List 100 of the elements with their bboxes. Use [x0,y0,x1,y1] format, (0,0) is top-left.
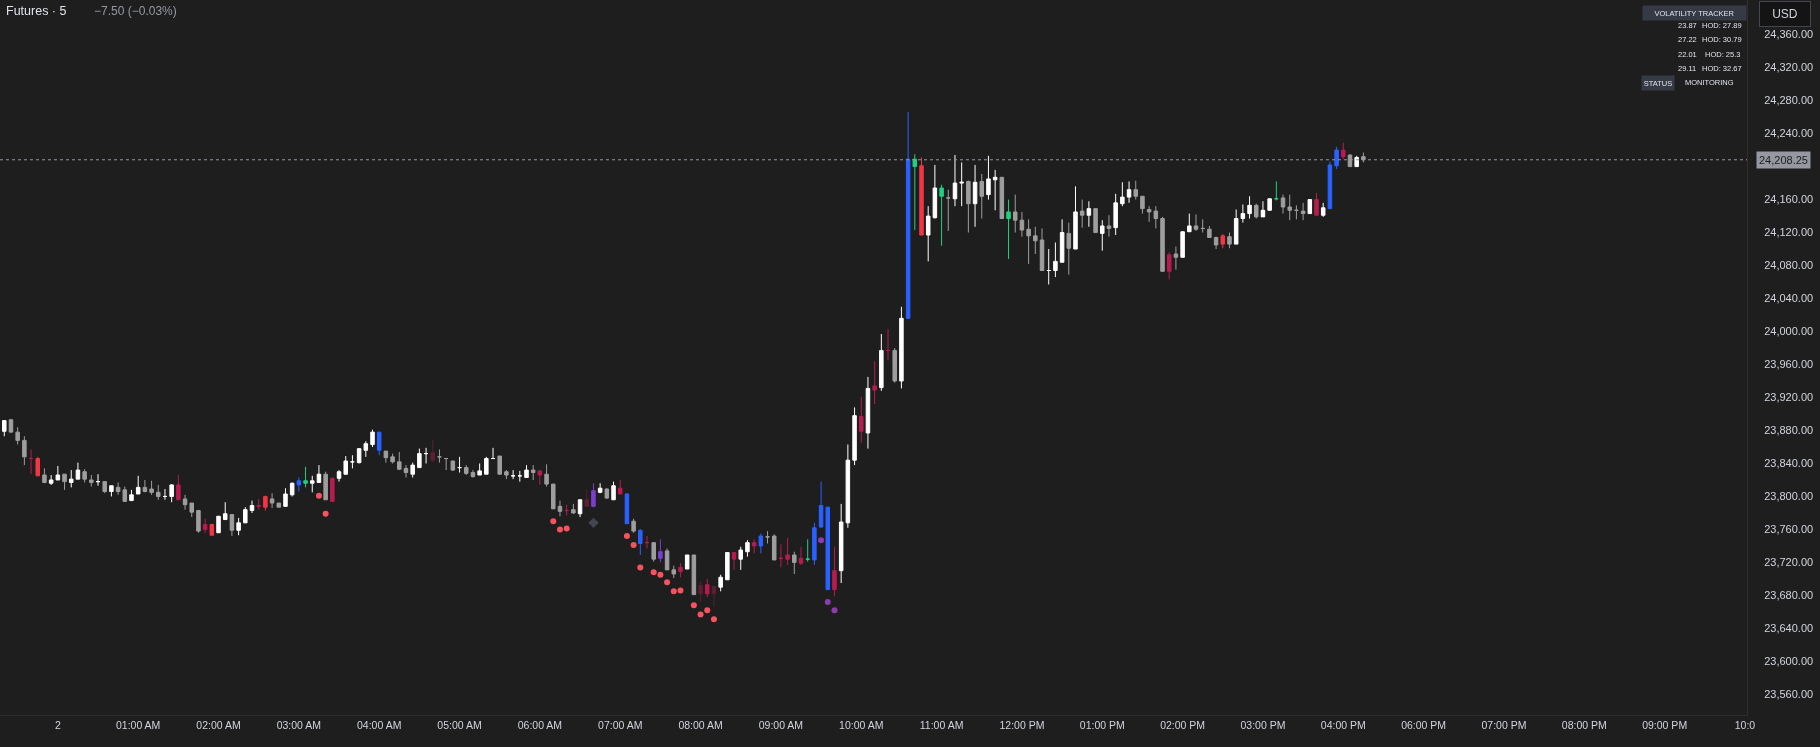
candlestick [577,499,583,518]
candlestick [1066,222,1072,276]
candlestick [1274,180,1279,201]
candlestick [129,489,134,502]
candlestick [289,481,295,497]
point [664,579,671,586]
x-tick-label: 08:00 PM [1561,718,1607,731]
candlestick [8,418,14,433]
candlestick [1126,180,1132,204]
point [704,607,711,614]
point [322,510,329,517]
candlestick [350,454,355,469]
candlestick [892,347,897,384]
x-tick-label: 01:00 PM [1079,718,1125,731]
point [637,564,644,571]
candlestick [751,538,757,554]
x-tick-label: 05:00 AM [437,718,482,731]
x-tick-label: 09:00 AM [758,718,804,731]
candlestick [1053,241,1058,278]
candlestick [1166,251,1172,281]
candlestick [1193,213,1199,232]
candlestick [1280,194,1286,215]
x-tick-label: 07:00 AM [598,718,643,731]
point [588,517,599,529]
candlestick [872,360,877,405]
candlestick [370,429,375,448]
candlestick [1314,192,1319,216]
point [630,542,637,549]
candlestick [1106,214,1112,238]
x-tick-label: 10:0 [1734,718,1756,731]
candlestick [1026,218,1031,265]
candlestick [611,481,616,501]
candlestick [792,551,797,575]
candlestick [1327,161,1333,210]
candlestick [35,456,41,477]
candlestick [778,543,784,568]
candlestick [1334,146,1339,170]
candlestick [1307,199,1313,215]
x-tick-label: 03:00 AM [276,718,322,731]
candlestick [209,523,215,536]
candlestick [169,483,174,503]
candlestick [584,489,590,508]
point [710,616,717,623]
candlestick [383,450,389,464]
candlestick [510,469,516,480]
candlestick [437,448,442,464]
y-tick-label: 23,920.00 [1764,391,1814,404]
candlestick [490,447,496,460]
candlestick [691,554,697,596]
x-tick-label: 01:00 AM [116,718,161,731]
candlestick [229,514,235,537]
point [818,537,825,544]
point [315,492,322,499]
candlestick [417,448,422,469]
candlestick [604,487,610,500]
candlestick [879,333,884,392]
point [657,571,664,578]
candlestick [463,464,469,476]
candlestick [731,552,737,571]
candlestick [530,464,536,481]
candlestick [95,473,101,487]
candlestick [1200,218,1205,234]
candlestick [75,462,81,480]
candlestick [517,470,523,483]
candlestick [885,328,891,361]
candlestick [805,538,810,563]
candlestick [1019,211,1025,238]
candlestick [296,476,302,493]
y-tick-label: 23,720.00 [1764,556,1814,569]
candlestick [443,458,449,471]
candlestick [698,580,703,603]
x-tick-label: 04:00 PM [1320,718,1366,731]
candlestick [524,464,529,478]
candlestick [1207,225,1212,239]
candlestick [15,426,20,445]
candlestick [919,157,924,236]
candlestick [1033,226,1038,255]
candlestick [1187,213,1192,233]
candlestick [269,492,275,509]
candlestick [705,578,710,598]
candlestick [263,495,268,511]
y-tick-label: 24,000.00 [1764,325,1814,338]
candlestick [236,517,241,536]
candlestick [1300,202,1306,221]
y-tick-label: 23,640.00 [1764,622,1814,635]
candlestick [1220,233,1226,249]
x-tick-label: 07:00 PM [1481,718,1527,731]
candlestick [725,552,730,581]
candlestick [1113,193,1118,236]
ref-line-label: 24,208.25 [1759,154,1808,166]
candlestick [738,546,743,571]
candlestick [852,406,857,466]
x-tick-label: 09:00 PM [1642,718,1688,731]
candlestick [1100,219,1105,252]
candlestick [1267,198,1272,211]
candlestick [537,469,543,486]
candlestick [1160,216,1165,272]
x-tick-label: 02:00 AM [196,718,241,731]
y-tick-label: 23,560.00 [1764,688,1814,701]
candlestick [1039,227,1045,271]
